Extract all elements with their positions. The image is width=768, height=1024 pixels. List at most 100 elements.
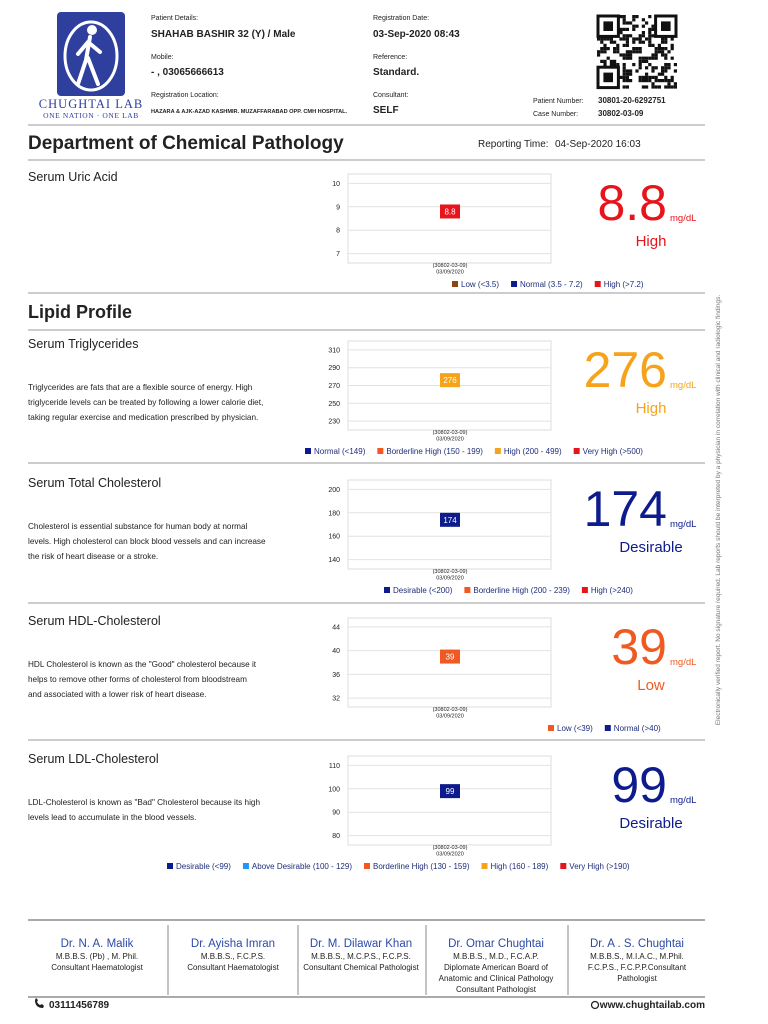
legend-swatch: [494, 448, 501, 454]
qr-cell: [664, 53, 668, 57]
legend-swatch: [167, 863, 173, 869]
qr-cell: [638, 66, 642, 70]
qr-cell: [654, 66, 658, 70]
y-tick-label: 7: [336, 251, 340, 258]
qr-cell: [603, 63, 607, 67]
qr-cell: [603, 47, 607, 51]
qr-cell: [641, 59, 645, 63]
qr-cell: [622, 34, 626, 38]
y-tick-label: 250: [328, 401, 340, 408]
value-marker: [440, 784, 460, 799]
y-tick-label: 44: [332, 624, 340, 631]
qr-cell: [648, 79, 652, 83]
qr-cell: [619, 31, 623, 35]
logo: [57, 12, 125, 96]
test-description: levels lead to accumulate in the blood v…: [28, 813, 196, 822]
marker-label: 39: [446, 653, 455, 662]
field-value: SHAHAB BASHIR 32 (Y) / Male: [151, 29, 296, 40]
qr-cell: [645, 75, 649, 79]
qr-cell: [629, 21, 633, 25]
qr-cell: [625, 21, 629, 25]
qr-cell: [664, 66, 668, 70]
result-unit: mg/dL: [670, 380, 696, 391]
qr-cell: [661, 69, 665, 73]
x-label: 03/09/2020: [436, 714, 464, 720]
qr-cell: [625, 85, 629, 89]
field-value: Standard.: [373, 67, 419, 78]
qr-cell: [638, 47, 642, 51]
phone-glyph: [35, 998, 44, 1008]
qr-cell: [664, 69, 668, 73]
legend-label: Desirable (<200): [393, 586, 453, 595]
y-tick-label: 290: [328, 365, 340, 372]
qr-cell: [625, 53, 629, 57]
value-marker: [440, 649, 460, 664]
qr-cell: [613, 40, 617, 44]
qr-cell: [648, 27, 652, 31]
result-unit: mg/dL: [670, 795, 696, 806]
qr-cell: [654, 85, 658, 89]
qr-cell: [600, 50, 604, 54]
number-label: Case Number:: [533, 111, 578, 118]
qr-cell: [641, 34, 645, 38]
qr-cell: [651, 27, 655, 31]
field-label: Reference:: [373, 54, 407, 61]
qr-cell: [638, 59, 642, 63]
y-tick-label: 80: [332, 833, 340, 840]
y-tick-label: 90: [332, 810, 340, 817]
qr-cell: [654, 47, 658, 51]
qr-finder-core: [661, 21, 671, 31]
legend-swatch: [604, 725, 611, 731]
qr-cell: [619, 53, 623, 57]
field-label: Patient Details:: [151, 15, 198, 22]
qr-cell: [654, 75, 658, 79]
qr-cell: [635, 24, 639, 28]
field-label: Registration Date:: [373, 15, 429, 22]
footer-website: www.chughtailab.com: [599, 1000, 705, 1011]
legend-swatch: [581, 587, 588, 593]
qr-cell: [657, 43, 661, 47]
qr-cell: [625, 56, 629, 60]
qr-cell: [632, 63, 636, 67]
qr-cell: [667, 79, 671, 83]
qr-cell: [641, 75, 645, 79]
y-tick-label: 36: [332, 672, 340, 679]
legend-swatch: [242, 863, 249, 869]
qr-cell: [638, 34, 642, 38]
qr-cell: [638, 63, 642, 67]
qr-cell: [648, 75, 652, 79]
qr-cell: [654, 79, 658, 83]
result-status: High: [636, 233, 667, 250]
legend-label: High (200 - 499): [504, 447, 562, 456]
qr-cell: [600, 59, 604, 63]
field-label: Consultant:: [373, 92, 408, 99]
qr-cell: [632, 27, 636, 31]
qr-cell: [661, 37, 665, 41]
qr-cell: [625, 40, 629, 44]
reporting-time-value: 04-Sep-2020 16:03: [555, 139, 641, 150]
qr-cell: [622, 79, 626, 83]
qr-cell: [670, 47, 674, 51]
qr-cell: [641, 40, 645, 44]
test-description: triglyceride levels can be treated by fo…: [28, 398, 263, 407]
logo-ring: [63, 20, 119, 92]
y-tick-label: 100: [328, 786, 340, 793]
doctor-credential: Consultant Pathologist: [456, 985, 537, 994]
qr-cell: [625, 27, 629, 31]
qr-cell: [613, 50, 617, 54]
doctor-credential: M.B.B.S. (Pb) , M. Phil.: [56, 952, 138, 961]
test-name: Serum Total Cholesterol: [28, 476, 161, 490]
qr-cell: [664, 85, 668, 89]
qr-cell: [651, 53, 655, 57]
qr-cell: [673, 85, 677, 89]
qr-cell: [645, 21, 649, 25]
qr-cell: [632, 40, 636, 44]
qr-cell: [645, 85, 649, 89]
test-description: levels. High cholesterol can block blood…: [28, 537, 266, 546]
y-tick-label: 310: [328, 347, 340, 354]
doctor-credential: Pathologist: [617, 974, 657, 983]
qr-cell: [622, 21, 626, 25]
result-status: Desirable: [619, 539, 682, 556]
qr-cell: [613, 47, 617, 51]
qr-cell: [622, 85, 626, 89]
